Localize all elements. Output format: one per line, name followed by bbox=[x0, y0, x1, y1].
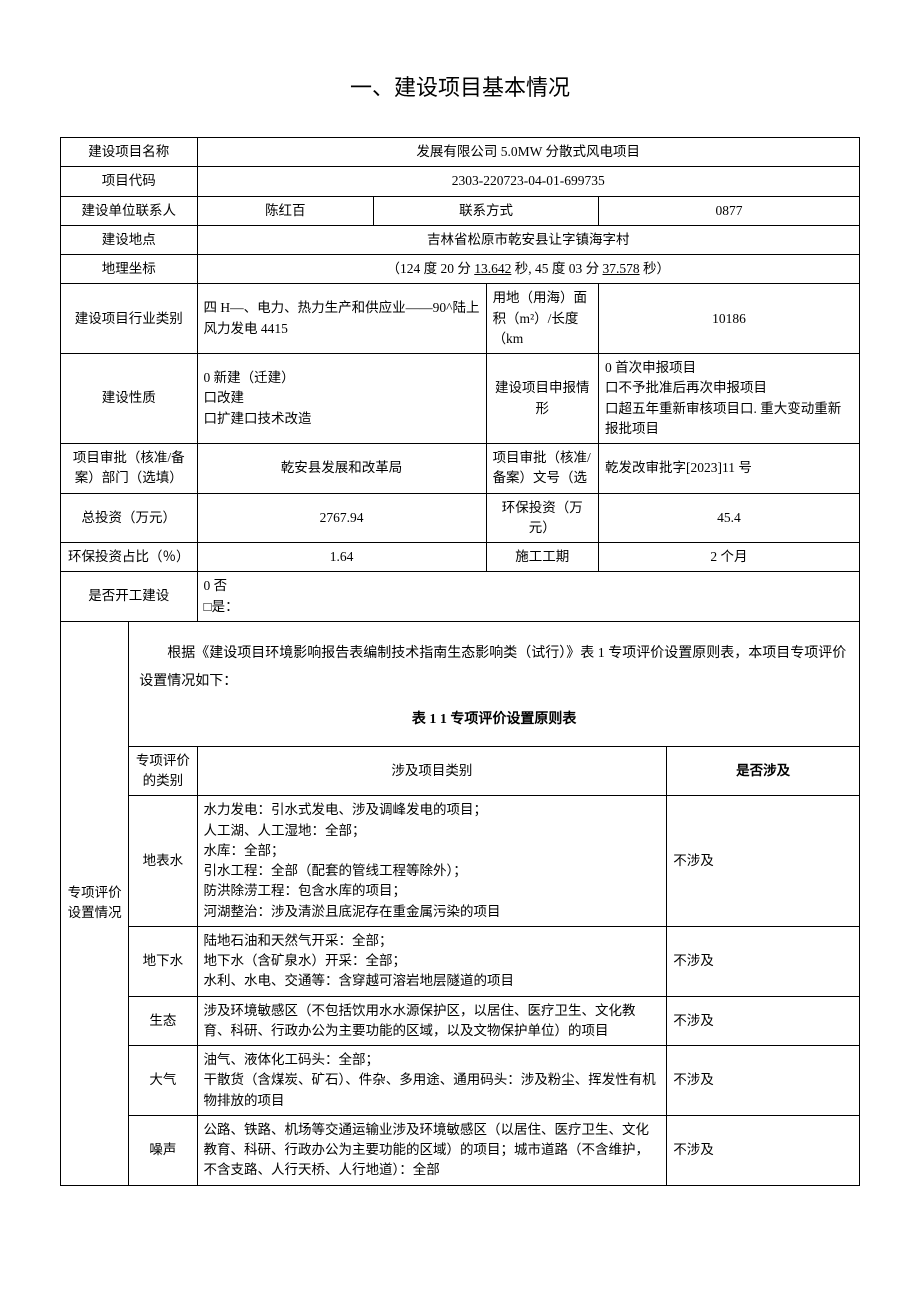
eval-desc: 水力发电：引水式发电、涉及调峰发电的项目； 人工湖、人工湿地：全部； 水库：全部… bbox=[197, 796, 667, 927]
label-contact-person: 建设单位联系人 bbox=[61, 196, 198, 225]
special-eval-intro: 根据《建设项目环境影响报告表编制技术指南生态影响类（试行）》表 1 专项评价设置… bbox=[129, 621, 860, 746]
label-industry-cat: 建设项目行业类别 bbox=[61, 284, 198, 354]
col-involved: 涉及项目类别 bbox=[197, 746, 667, 796]
value-nature: 0 新建（迁建） 口改建 口扩建口技术改造 bbox=[197, 354, 486, 444]
value-approval-no: 乾发改审批字[2023]11 号 bbox=[598, 444, 859, 494]
value-contact-method: 0877 bbox=[598, 196, 859, 225]
coords-sec2: 37.578 bbox=[603, 261, 640, 276]
eval-type: 地下水 bbox=[129, 926, 197, 996]
eval-desc: 油气、液体化工码头：全部； 干散货（含煤炭、矿石）、件杂、多用途、通用码头：涉及… bbox=[197, 1046, 667, 1116]
label-land-area: 用地（用海）面积（m²）/长度（km bbox=[486, 284, 598, 354]
eval-row: 生态 涉及环境敏感区（不包括饮用水水源保护区，以居住、医疗卫生、文化教育、科研、… bbox=[61, 996, 860, 1046]
label-location: 建设地点 bbox=[61, 225, 198, 254]
col-eval-type: 专项评价的类别 bbox=[129, 746, 197, 796]
eval-row: 大气 油气、液体化工码头：全部； 干散货（含煤炭、矿石）、件杂、多用途、通用码头… bbox=[61, 1046, 860, 1116]
label-started: 是否开工建设 bbox=[61, 572, 198, 622]
eval-type: 大气 bbox=[129, 1046, 197, 1116]
value-duration: 2 个月 bbox=[598, 543, 859, 572]
value-env-ratio: 1.64 bbox=[197, 543, 486, 572]
label-approval-no: 项目审批（核准/备案）文号（选 bbox=[486, 444, 598, 494]
eval-yn: 不涉及 bbox=[667, 1046, 860, 1116]
eval-type: 生态 bbox=[129, 996, 197, 1046]
label-duration: 施工工期 bbox=[486, 543, 598, 572]
label-nature: 建设性质 bbox=[61, 354, 198, 444]
label-contact-method: 联系方式 bbox=[374, 196, 599, 225]
value-total-invest: 2767.94 bbox=[197, 493, 486, 543]
label-apply-status: 建设项目申报情形 bbox=[486, 354, 598, 444]
label-project-code: 项目代码 bbox=[61, 167, 198, 196]
eval-row: 地下水 陆地石油和天然气开采：全部； 地下水（含矿泉水）开采：全部； 水利、水电… bbox=[61, 926, 860, 996]
value-contact-person: 陈红百 bbox=[197, 196, 374, 225]
value-started: 0 否 □是： bbox=[197, 572, 860, 622]
eval-row: 噪声 公路、铁路、机场等交通运输业涉及环境敏感区（以居住、医疗卫生、文化教育、科… bbox=[61, 1115, 860, 1185]
eval-yn: 不涉及 bbox=[667, 1115, 860, 1185]
value-env-invest: 45.4 bbox=[598, 493, 859, 543]
eval-desc: 涉及环境敏感区（不包括饮用水水源保护区，以居住、医疗卫生、文化教育、科研、行政办… bbox=[197, 996, 667, 1046]
eval-desc: 公路、铁路、机场等交通运输业涉及环境敏感区（以居住、医疗卫生、文化教育、科研、行… bbox=[197, 1115, 667, 1185]
value-land-area: 10186 bbox=[598, 284, 859, 354]
intro-paragraph: 根据《建设项目环境影响报告表编制技术指南生态影响类（试行）》表 1 专项评价设置… bbox=[139, 640, 849, 696]
coords-suffix: 秒） bbox=[640, 261, 670, 276]
label-special-eval: 专项评价设置情况 bbox=[61, 621, 129, 1185]
table-caption: 表 1 1 专项评价设置原则表 bbox=[139, 706, 849, 734]
value-location: 吉林省松原市乾安县让字镇海字村 bbox=[197, 225, 860, 254]
label-project-name: 建设项目名称 bbox=[61, 138, 198, 167]
label-total-invest: 总投资（万元） bbox=[61, 493, 198, 543]
label-env-ratio: 环保投资占比（％） bbox=[61, 543, 198, 572]
value-project-code: 2303-220723-04-01-699735 bbox=[197, 167, 860, 196]
eval-type: 地表水 bbox=[129, 796, 197, 927]
eval-yn: 不涉及 bbox=[667, 926, 860, 996]
main-table: 建设项目名称 发展有限公司 5.0MW 分散式风电项目 项目代码 2303-22… bbox=[60, 137, 860, 1186]
value-approval-dept: 乾安县发展和改革局 bbox=[197, 444, 486, 494]
coords-mid: 秒, 45 度 03 分 bbox=[511, 261, 602, 276]
value-project-name: 发展有限公司 5.0MW 分散式风电项目 bbox=[197, 138, 860, 167]
coords-prefix: （124 度 20 分 bbox=[387, 261, 475, 276]
label-coords: 地理坐标 bbox=[61, 255, 198, 284]
eval-desc: 陆地石油和天然气开采：全部； 地下水（含矿泉水）开采：全部； 水利、水电、交通等… bbox=[197, 926, 667, 996]
label-env-invest: 环保投资（万元） bbox=[486, 493, 598, 543]
eval-type: 噪声 bbox=[129, 1115, 197, 1185]
eval-row: 地表水 水力发电：引水式发电、涉及调峰发电的项目； 人工湖、人工湿地：全部； 水… bbox=[61, 796, 860, 927]
value-coords: （124 度 20 分 13.642 秒, 45 度 03 分 37.578 秒… bbox=[197, 255, 860, 284]
col-involved-yn: 是否涉及 bbox=[667, 746, 860, 796]
eval-yn: 不涉及 bbox=[667, 996, 860, 1046]
coords-sec1: 13.642 bbox=[474, 261, 511, 276]
page-title: 一、建设项目基本情况 bbox=[60, 70, 860, 102]
value-industry-cat: 四 H—、电力、热力生产和供应业——90^陆上风力发电 4415 bbox=[197, 284, 486, 354]
label-approval-dept: 项目审批（核准/备案）部门（选填） bbox=[61, 444, 198, 494]
eval-yn: 不涉及 bbox=[667, 796, 860, 927]
value-apply-status: 0 首次申报项目 口不予批准后再次申报项目 口超五年重新审核项目口. 重大变动重… bbox=[598, 354, 859, 444]
